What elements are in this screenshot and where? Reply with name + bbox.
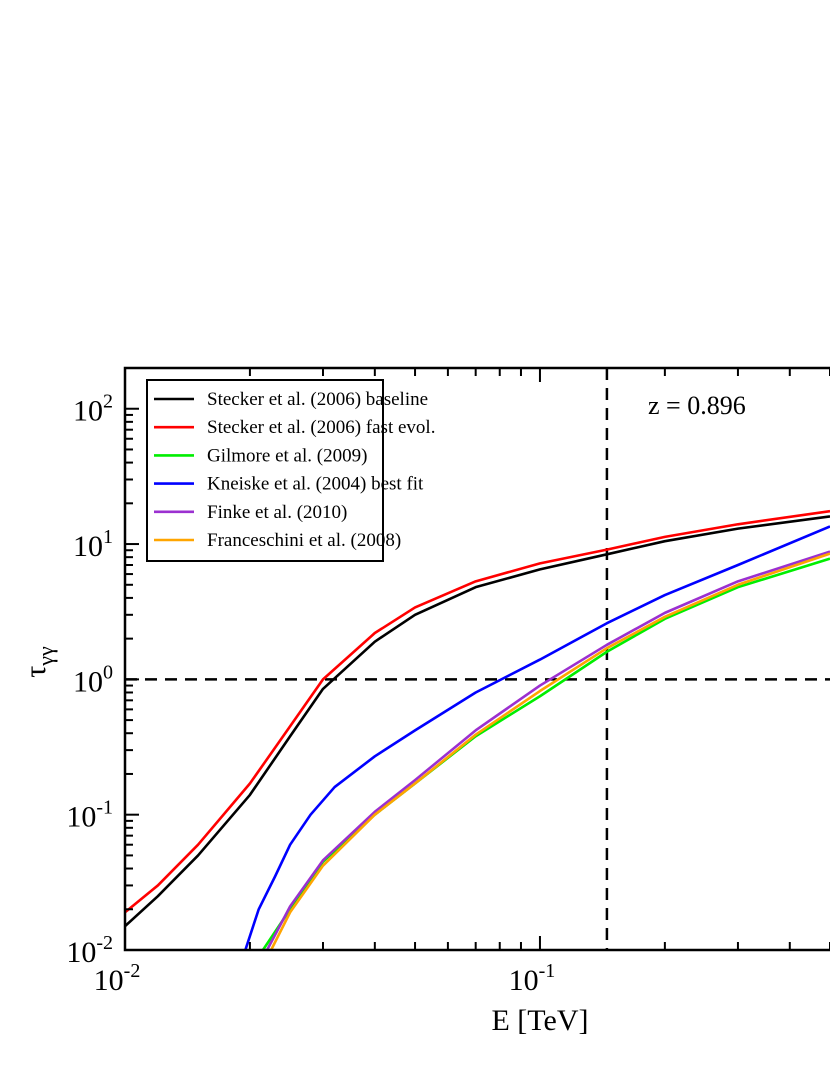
legend-label-4: Kneiske et al. (2004) best fit (207, 474, 424, 495)
legend-label-5: Finke et al. (2010) (207, 502, 347, 523)
plot-frame (123, 366, 830, 952)
y-axis-title: τγγ (19, 646, 58, 678)
x-tick-label-1: 10-2 (94, 960, 141, 997)
series-line-1 (125, 515, 830, 928)
y-tick-label-3: 100 (73, 661, 113, 698)
legend-box (146, 379, 384, 562)
series-line-5 (265, 550, 830, 950)
y-tick-label-2: 10-1 (66, 797, 113, 834)
y-tick-label-1: 10-2 (66, 932, 113, 969)
series-line-4 (244, 525, 830, 950)
series-line-3 (261, 557, 830, 950)
series-line-6 (269, 552, 830, 950)
legend-label-1: Stecker et al. (2006) baseline (207, 389, 428, 410)
y-tick-label-5: 102 (73, 391, 113, 428)
legend-label-3: Gilmore et al. (2009) (207, 445, 367, 466)
x-axis-title: E [TeV] (491, 1004, 588, 1037)
redshift-annotation: z = 0.896 (648, 391, 746, 420)
y-tick-label-4: 101 (73, 526, 113, 563)
legend-label-2: Stecker et al. (2006) fast evol. (207, 417, 435, 438)
plot-marks: 10-2 10-1 10-2 10-1 100 101 102 E [TeV] τγγ z = 0… (19, 366, 830, 1037)
x-tick-label-2: 10-1 (509, 960, 556, 997)
legend-label-6: Franceschini et al. (2008) (207, 530, 401, 551)
series-line-2 (125, 509, 830, 914)
